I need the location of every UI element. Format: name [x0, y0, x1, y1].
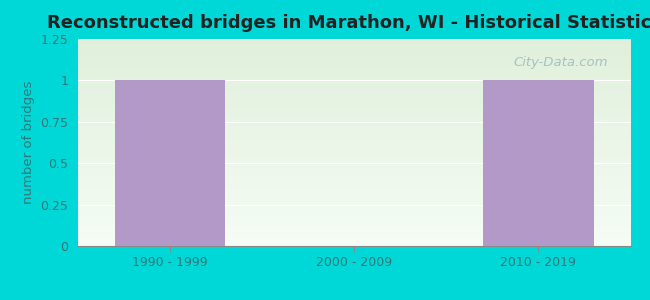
Text: City-Data.com: City-Data.com	[514, 56, 608, 69]
Y-axis label: number of bridges: number of bridges	[21, 81, 34, 204]
Bar	[115, 80, 226, 246]
Bar	[483, 80, 593, 246]
Title: Reconstructed bridges in Marathon, WI - Historical Statistics: Reconstructed bridges in Marathon, WI - …	[47, 14, 650, 32]
